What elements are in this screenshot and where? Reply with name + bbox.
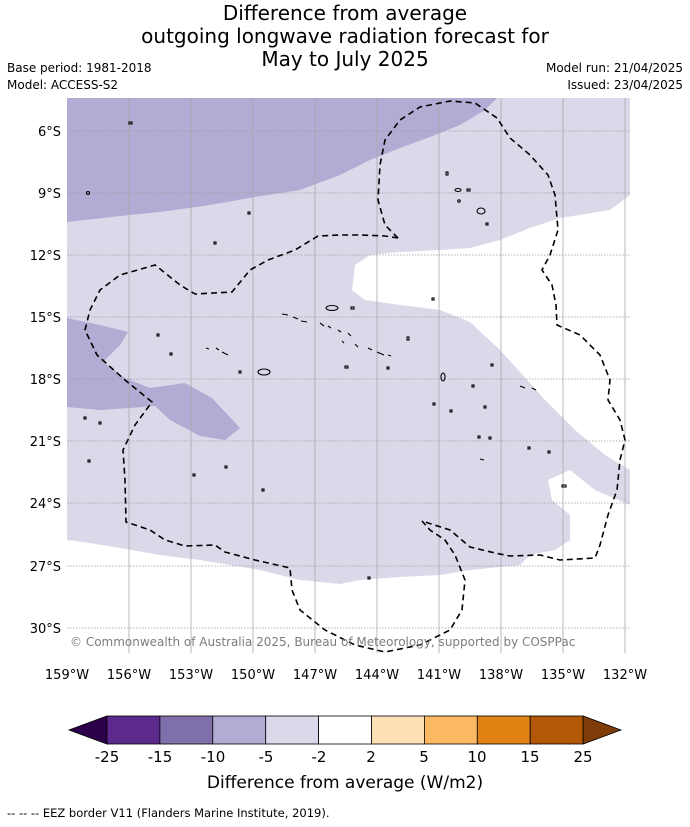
colorbar-swatch — [265, 715, 320, 745]
lat-label: 15°S — [30, 311, 61, 326]
lon-label: 153°W — [169, 668, 213, 683]
eez-border-cook-islands — [84, 234, 466, 653]
anomaly-region-minus10-north — [67, 98, 497, 222]
colorbar-swatch — [212, 715, 267, 745]
lon-label: 159°W — [45, 668, 89, 683]
colorbar-tick-label: 10 — [467, 748, 486, 766]
anomaly-region-minus5 — [67, 98, 630, 584]
base-period-text: Base period: 1981-2018 — [7, 61, 152, 75]
lat-label: 18°S — [30, 373, 61, 388]
lat-labels: 6°S 9°S 12°S 15°S 18°S 21°S 24°S 27°S 30… — [30, 125, 61, 637]
model-text: Model: ACCESS-S2 — [7, 78, 119, 92]
colorbar-tick-label: -5 — [259, 748, 274, 766]
eez-border-french-polynesia — [377, 100, 626, 561]
lon-label: 144°W — [355, 668, 399, 683]
title-line-3: May to July 2025 — [261, 47, 429, 71]
colorbar-extend-low — [67, 715, 108, 745]
title-line-1: Difference from average — [222, 1, 468, 25]
colorbar-tick-label: 15 — [520, 748, 539, 766]
eez-footnote: -- -- -- EEZ border V11 (Flanders Marine… — [7, 806, 330, 820]
colorbar-tick-label: -15 — [148, 748, 173, 766]
colorbar-tick-label: -10 — [201, 748, 226, 766]
lat-label: 21°S — [30, 435, 61, 450]
model-run-text: Model run: 21/04/2025 — [545, 61, 683, 75]
title-line-2: outgoing longwave radiation forecast for — [141, 24, 549, 48]
lon-label: 156°W — [107, 668, 151, 683]
lat-label: 12°S — [30, 249, 61, 264]
meta-right: Model run: 21/04/2025 Issued: 23/04/2025 — [546, 60, 683, 94]
anomaly-region-minus10-west — [67, 318, 240, 440]
lon-label: 141°W — [417, 668, 461, 683]
islands — [83, 121, 567, 580]
colorbar-tick-label: -25 — [95, 748, 120, 766]
lat-label: 27°S — [30, 560, 61, 575]
eez-borders — [84, 100, 626, 653]
map-panel: © Commonwealth of Australia 2025, Bureau… — [67, 98, 630, 653]
colorbar-tick-label: 25 — [573, 748, 592, 766]
meta-left: Base period: 1981-2018 Model: ACCESS-S2 — [7, 60, 152, 94]
lat-label: 6°S — [38, 125, 61, 140]
lat-label: 24°S — [30, 497, 61, 512]
lon-label: 132°W — [603, 668, 647, 683]
colorbar-swatch — [476, 715, 531, 745]
colorbar — [67, 715, 623, 745]
lat-label: 9°S — [38, 187, 61, 202]
colorbar-label: Difference from average (W/m2) — [207, 773, 483, 793]
colorbar-tick-label: -2 — [312, 748, 327, 766]
chart-title: Difference from average outgoing longwav… — [0, 2, 690, 71]
colorbar-swatch — [106, 715, 161, 745]
issued-text: Issued: 23/04/2025 — [567, 78, 683, 92]
copyright-text: © Commonwealth of Australia 2025, Bureau… — [70, 635, 575, 649]
lon-labels: 159°W 156°W 153°W 150°W 147°W 144°W 141°… — [45, 668, 647, 683]
colorbar-swatch — [371, 715, 425, 745]
lon-label: 147°W — [293, 668, 337, 683]
lon-label: 150°W — [231, 668, 275, 683]
colorbar-ticks: -25 -15 -10 -5 -2 2 5 10 15 25 — [95, 748, 593, 766]
lon-label: 138°W — [479, 668, 523, 683]
colorbar-swatch — [423, 715, 478, 745]
colorbar-tick-label: 5 — [419, 748, 429, 766]
colorbar-swatch — [318, 715, 372, 745]
colorbar-tick-label: 2 — [366, 748, 376, 766]
colorbar-extend-high — [582, 715, 623, 745]
lat-label: 30°S — [30, 622, 61, 637]
lon-label: 135°W — [541, 668, 585, 683]
colorbar-swatch — [159, 715, 214, 745]
meridians — [128, 98, 626, 653]
colorbar-swatch — [529, 715, 584, 745]
gridlines — [67, 130, 630, 629]
